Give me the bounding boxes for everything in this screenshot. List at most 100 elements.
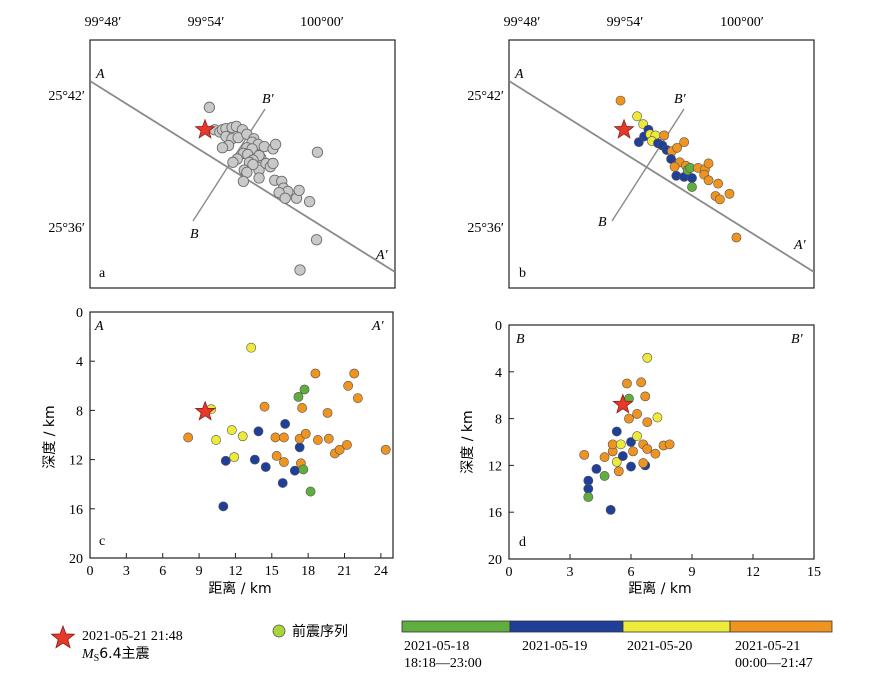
panel-b-map: 99°48′ 99°54′ 100°00′ 25°42′ 25°36′ A A′… <box>467 15 815 289</box>
panel-a-endpoint-a-prime: A′ <box>375 248 389 263</box>
event-point <box>617 451 628 461</box>
panel-b-profile-aa <box>509 80 814 273</box>
event-point <box>247 158 259 171</box>
legend-magnitude-m: M <box>81 647 95 662</box>
event-point <box>583 475 594 486</box>
x-tick-label: 24 <box>374 564 388 579</box>
event-point <box>731 232 742 243</box>
x-tick-label: 9 <box>196 564 203 579</box>
event-point <box>599 452 610 463</box>
event-point <box>270 432 281 443</box>
legend-seq-0518-time: 18:18—23:00 <box>404 656 482 671</box>
event-point <box>294 442 305 453</box>
y-tick-label: 4 <box>495 366 502 381</box>
event-point <box>626 461 636 472</box>
event-point <box>622 378 632 389</box>
legend-seq-bar-0520 <box>622 620 731 633</box>
event-point <box>253 172 265 184</box>
legend-seq-0521-time: 00:00—21:47 <box>735 656 813 671</box>
event-point <box>380 444 391 455</box>
panel-a-lat-label-1: 25°42′ <box>48 89 85 104</box>
panel-b-lat-label-1: 25°42′ <box>467 89 504 104</box>
legend-seq-0519-date: 2021-05-19 <box>522 639 587 654</box>
event-point <box>624 413 634 424</box>
mainshock-star-icon <box>50 624 76 649</box>
event-point <box>297 403 307 413</box>
panel-c-right-endpoint: A′ <box>371 319 385 334</box>
event-point <box>322 407 333 418</box>
x-tick-label: 15 <box>807 565 821 580</box>
event-point <box>628 446 638 457</box>
legend-foreshock-swatch <box>272 624 286 638</box>
panel-d-ticks: 0 3 6 9 12 15 0 4 8 12 16 20 <box>488 319 821 580</box>
x-tick-label: 3 <box>123 564 130 579</box>
panel-c-mainshock-star <box>194 400 216 421</box>
panel-c-x-axis-label: 距离 / km <box>208 580 271 597</box>
event-point <box>293 391 304 402</box>
legend-foreshock-label: 前震序列 <box>292 623 348 640</box>
event-point <box>289 465 300 476</box>
event-point <box>269 138 282 151</box>
event-point <box>579 449 590 460</box>
panel-c-label: c <box>99 534 105 549</box>
panel-b-lat-label-2: 25°36′ <box>467 221 504 236</box>
event-point <box>203 101 216 113</box>
event-point <box>279 192 291 204</box>
event-point <box>632 111 642 122</box>
mainshock-star-icon <box>613 118 635 139</box>
y-tick-label: 16 <box>488 506 502 521</box>
event-point <box>249 454 260 465</box>
event-point <box>311 146 324 158</box>
y-tick-label: 8 <box>495 413 502 428</box>
event-point <box>664 439 675 450</box>
event-point <box>640 391 651 402</box>
event-point <box>310 368 321 379</box>
panel-b-label: b <box>519 266 526 281</box>
panel-a-lon-label-1: 99°48′ <box>85 15 122 30</box>
panel-b-profile-bb <box>611 108 685 222</box>
mainshock-star-icon <box>194 400 216 421</box>
panel-a-mainshock-star <box>194 118 216 139</box>
panel-d-label: d <box>519 535 526 550</box>
panel-c-depth-section: 0 3 6 9 12 15 18 21 24 0 4 8 12 16 20 A A′ c 距离 / km 深… <box>42 306 394 597</box>
event-point <box>271 451 282 461</box>
y-tick-label: 20 <box>488 553 502 568</box>
event-point <box>613 466 624 477</box>
event-point <box>615 95 626 106</box>
legend-seq-0518-date: 2021-05-18 <box>404 639 469 654</box>
panel-a-map: 99°48′ 99°54′ 100°00′ 25°42′ 25°36′ A A′… <box>48 15 396 289</box>
y-tick-label: 16 <box>69 503 83 518</box>
panel-b-mainshock-star <box>613 118 635 139</box>
event-point <box>638 458 649 468</box>
panel-d-y-axis-label: 深度 / km <box>460 410 476 473</box>
panel-a-lon-label-2: 99°54′ <box>188 15 225 30</box>
x-tick-label: 15 <box>265 564 279 579</box>
event-point <box>237 175 250 188</box>
panel-a-label: a <box>99 266 106 281</box>
panel-b-frame <box>508 39 815 289</box>
event-point <box>659 130 670 141</box>
mainshock-star-icon <box>612 393 634 414</box>
event-point <box>303 195 316 208</box>
event-point <box>293 184 305 197</box>
event-point <box>277 478 288 488</box>
event-point <box>679 137 690 148</box>
event-point <box>611 456 622 467</box>
y-tick-label: 8 <box>76 404 83 419</box>
legend-mainshock-date: 2021-05-21 21:48 <box>82 629 183 644</box>
panel-b-lon-label-1: 99°48′ <box>504 15 541 30</box>
panel-d-x-axis-label: 距离 / km <box>628 580 691 597</box>
legend-seq-0520-date: 2021-05-20 <box>627 639 692 654</box>
x-tick-label: 0 <box>87 564 94 579</box>
panel-b-endpoint-b-prime: B′ <box>674 92 687 107</box>
event-point <box>583 483 594 494</box>
legend-seq-0521-date: 2021-05-21 <box>735 639 800 654</box>
legend-seq-bar-0519 <box>509 620 624 633</box>
panel-a-endpoint-a: A <box>95 67 105 82</box>
event-point <box>650 448 661 459</box>
event-point <box>300 428 311 439</box>
panel-b-lon-label-3: 100°00′ <box>720 15 764 30</box>
event-point <box>211 435 221 445</box>
y-tick-label: 12 <box>69 454 83 469</box>
legend-magnitude-rest: 6.4主震 <box>99 646 149 662</box>
